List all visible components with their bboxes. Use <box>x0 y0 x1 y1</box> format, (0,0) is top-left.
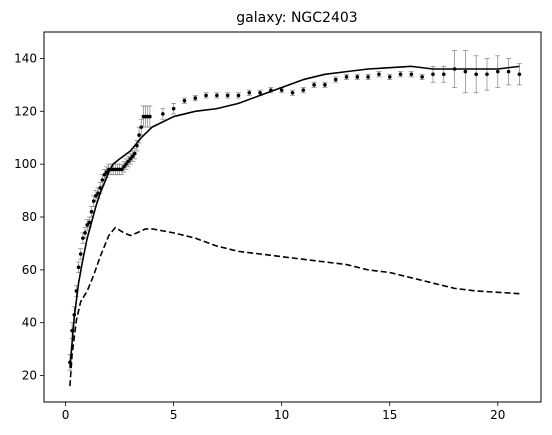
solid-curve <box>69 65 520 368</box>
data-point <box>323 83 327 87</box>
data-point <box>225 93 230 98</box>
data-point <box>72 312 77 317</box>
data-point <box>301 88 306 92</box>
data-point <box>258 90 262 95</box>
data-point <box>517 72 522 77</box>
data-point <box>204 93 208 98</box>
x-tick-label: 10 <box>274 408 289 422</box>
data-point <box>98 186 102 190</box>
y-axis: 20 40 60 80 100 120 140 <box>14 51 44 383</box>
y-tick-label: 40 <box>22 316 37 330</box>
data-point <box>96 191 100 196</box>
data-point <box>122 164 126 169</box>
data-point <box>171 106 176 111</box>
data-point <box>119 167 124 172</box>
data-point <box>495 69 500 74</box>
data-point <box>290 90 295 95</box>
data-point <box>193 96 198 100</box>
data-point <box>126 159 131 164</box>
data-point <box>452 67 457 71</box>
data-point <box>81 236 85 240</box>
y-tick-label: 60 <box>22 263 37 277</box>
data-point <box>91 199 96 203</box>
data-point <box>485 72 489 77</box>
data-point <box>269 88 273 92</box>
data-point <box>377 72 381 77</box>
data-point <box>333 77 338 82</box>
data-point <box>431 72 435 77</box>
data-point <box>366 75 370 79</box>
x-tick-label: 5 <box>170 408 178 422</box>
x-tick-label: 20 <box>490 408 505 422</box>
data-point <box>135 143 139 148</box>
data-point <box>398 72 403 77</box>
data-point <box>215 93 219 98</box>
data-point <box>409 72 414 77</box>
chart-title: galaxy: NGC2403 <box>236 10 357 26</box>
data-point <box>355 75 360 79</box>
data-point <box>132 151 137 156</box>
data-point <box>161 112 165 116</box>
y-tick-label: 20 <box>22 369 37 383</box>
data-point <box>148 114 152 119</box>
data-point <box>83 231 87 235</box>
data-point <box>87 220 92 225</box>
data-point <box>182 98 187 103</box>
data-point <box>312 83 316 87</box>
data-point <box>85 223 90 227</box>
plot-background <box>44 32 541 402</box>
x-tick-label: 15 <box>382 408 397 422</box>
data-point <box>247 90 252 95</box>
data-point <box>441 72 446 77</box>
data-point <box>74 289 79 293</box>
data-point <box>104 170 109 174</box>
data-point <box>506 69 511 74</box>
points-layer <box>68 67 522 365</box>
y-tick-label: 100 <box>14 157 37 171</box>
data-point <box>420 75 424 79</box>
plot-area <box>43 31 542 403</box>
x-tick-label: 0 <box>62 408 70 422</box>
data-point <box>387 75 392 79</box>
data-point <box>474 72 478 77</box>
x-axis: 0 5 10 15 20 <box>62 402 505 422</box>
data-point <box>89 209 94 214</box>
data-point <box>463 69 468 74</box>
data-point <box>70 328 74 333</box>
data-point <box>100 178 105 182</box>
data-point <box>139 125 144 129</box>
data-point <box>130 154 135 159</box>
data-point <box>236 93 241 98</box>
data-point <box>94 194 98 198</box>
data-point <box>124 162 128 166</box>
data-point <box>76 265 81 270</box>
data-point <box>279 88 284 92</box>
data-point <box>137 133 141 137</box>
y-tick-label: 120 <box>14 104 37 118</box>
data-point <box>68 360 72 365</box>
dashed-curve <box>69 226 520 387</box>
y-tick-label: 80 <box>22 210 37 224</box>
data-point <box>344 75 349 79</box>
lines-layer <box>69 65 520 387</box>
data-point <box>102 172 107 177</box>
data-point <box>128 157 133 161</box>
data-point <box>78 252 83 256</box>
y-tick-label: 140 <box>14 51 37 65</box>
